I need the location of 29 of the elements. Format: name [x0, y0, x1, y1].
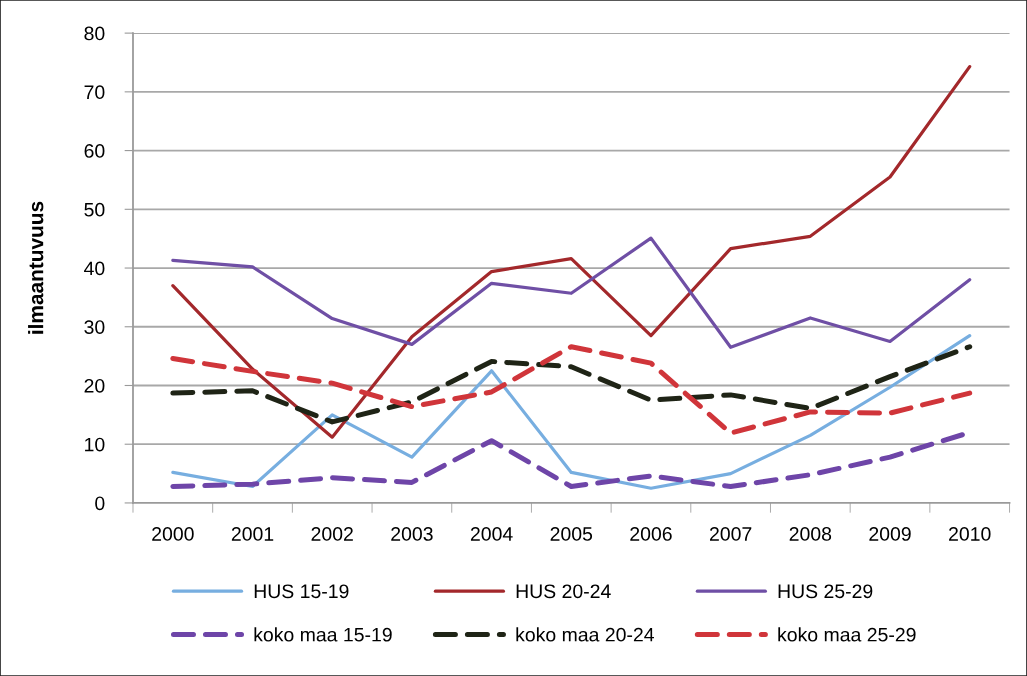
legend-label: HUS 15-19: [254, 584, 349, 599]
y-tick-label: 70: [84, 85, 105, 100]
y-tick-label: 60: [84, 144, 105, 158]
line-series: [171, 236, 972, 349]
y-tick-label: 10: [85, 437, 105, 452]
legend-label: HUS 20-24: [516, 584, 611, 599]
legend-label: koko maa 15-19: [254, 627, 392, 642]
x-tick-label: 2010: [949, 527, 991, 541]
y-tick-label: 40: [84, 261, 105, 276]
y-tick-label: 20: [84, 378, 105, 393]
x-tick-label: 2009: [869, 527, 911, 541]
x-tick-label: 2002: [311, 527, 353, 541]
x-tick-label: 2001: [231, 527, 274, 541]
x-tick-label: 2000: [152, 527, 194, 541]
y-axis-title: ilmaantuvuus: [28, 201, 44, 334]
x-tick-label: 2004: [470, 527, 513, 541]
x-tick-label: 2006: [630, 527, 672, 541]
legend-label: HUS 25-29: [778, 584, 873, 599]
x-tick-label: 2005: [550, 527, 593, 541]
y-tick-label: 30: [84, 320, 105, 334]
y-tick-label: 80: [84, 26, 105, 41]
legend-label: koko maa 20-24: [516, 627, 654, 642]
y-tick-label: 0: [95, 496, 105, 511]
x-tick-label: 2008: [789, 527, 832, 541]
line-series: [171, 65, 972, 439]
x-tick-label: 2007: [709, 527, 752, 541]
y-tick-label: 50: [84, 202, 105, 217]
x-tick-label: 2003: [391, 527, 433, 541]
legend-label: koko maa 25-29: [778, 627, 916, 642]
